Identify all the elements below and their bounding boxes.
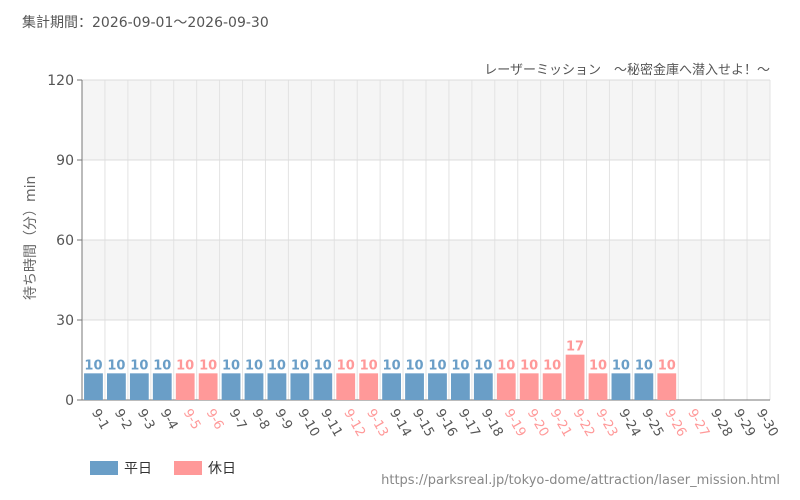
bar <box>565 354 585 400</box>
bar <box>175 373 195 400</box>
data-label: 10 <box>405 358 423 373</box>
source-url[interactable]: https://parksreal.jp/tokyo-dome/attracti… <box>381 473 780 488</box>
legend-label-weekday: 平日 <box>124 461 152 477</box>
x-tick-label: 9-25 <box>638 407 666 440</box>
period-label: 集計期間：2026-09-01～2026-09-30 <box>22 15 269 31</box>
y-tick-label: 60 <box>56 233 74 249</box>
x-tick-label: 9-23 <box>593 407 621 440</box>
x-tick-label: 9-10 <box>294 407 322 440</box>
bar <box>244 373 264 400</box>
x-tick-label: 9-15 <box>409 407 437 440</box>
data-label: 10 <box>314 358 332 373</box>
data-label: 10 <box>543 358 561 373</box>
data-label: 10 <box>245 358 263 373</box>
bar <box>221 373 241 400</box>
x-tick-label: 9-12 <box>340 407 368 440</box>
data-label: 17 <box>566 340 584 355</box>
data-label: 10 <box>474 358 492 373</box>
x-tick-label: 9-20 <box>524 407 552 440</box>
x-tick-label: 9-29 <box>730 407 758 440</box>
bar <box>290 373 310 400</box>
bar <box>313 373 333 400</box>
x-tick-label: 9-7 <box>226 407 250 433</box>
data-label: 10 <box>589 358 607 373</box>
y-tick-label: 30 <box>56 313 74 329</box>
legend-swatch-holiday <box>174 461 202 475</box>
bar <box>519 373 539 400</box>
x-tick-label: 9-18 <box>478 407 506 440</box>
data-label: 10 <box>153 358 171 373</box>
data-label: 10 <box>268 358 286 373</box>
data-label: 10 <box>612 358 630 373</box>
bar <box>473 373 493 400</box>
y-tick-label: 90 <box>56 153 74 169</box>
data-label: 10 <box>428 358 446 373</box>
x-tick-label: 9-19 <box>501 407 529 440</box>
bar <box>588 373 608 400</box>
x-tick-label: 9-14 <box>386 407 414 440</box>
x-tick-label: 9-1 <box>88 407 112 433</box>
x-tick-label: 9-22 <box>570 407 598 440</box>
bar <box>657 373 677 400</box>
chart-title: レーザーミッション ～秘密金庫へ潜入せよ！～ <box>484 63 770 78</box>
legend-swatch-weekday <box>90 461 118 475</box>
bar <box>106 373 126 400</box>
x-tick-label: 9-4 <box>157 407 181 433</box>
bar <box>152 373 172 400</box>
data-label: 10 <box>291 358 309 373</box>
bar <box>428 373 447 400</box>
data-label: 10 <box>658 358 676 373</box>
bar <box>634 373 654 400</box>
bar <box>496 373 516 400</box>
bar <box>405 373 424 400</box>
x-tick-label: 9-30 <box>753 407 781 440</box>
bar <box>198 373 218 400</box>
bar <box>84 373 103 400</box>
bar <box>382 373 402 400</box>
legend-item-weekday[interactable]: 平日 <box>90 458 152 478</box>
x-tick-label: 9-5 <box>180 407 204 433</box>
bar <box>450 373 470 400</box>
data-label: 10 <box>107 358 125 373</box>
bar <box>336 373 356 400</box>
legend-label-holiday: 休日 <box>208 461 236 477</box>
data-label: 10 <box>360 358 378 373</box>
x-tick-label: 9-24 <box>615 407 643 440</box>
data-label: 10 <box>451 358 469 373</box>
bar <box>359 373 379 400</box>
legend-item-holiday[interactable]: 休日 <box>174 458 236 478</box>
x-tick-label: 9-16 <box>432 407 460 440</box>
x-tick-label: 9-11 <box>317 407 345 440</box>
x-tick-label: 9-26 <box>661 407 689 440</box>
data-label: 10 <box>337 358 355 373</box>
data-label: 10 <box>520 358 538 373</box>
data-label: 10 <box>497 358 515 373</box>
x-tick-label: 9-3 <box>134 407 158 433</box>
data-label: 10 <box>222 358 240 373</box>
y-tick-label: 120 <box>47 73 74 89</box>
data-label: 10 <box>383 358 401 373</box>
legend: 平日 休日 <box>90 458 258 478</box>
x-tick-label: 9-9 <box>271 407 295 433</box>
bar <box>267 373 287 400</box>
x-tick-label: 9-2 <box>111 407 135 433</box>
data-label: 10 <box>84 358 102 373</box>
data-label: 10 <box>199 358 217 373</box>
data-label: 10 <box>176 358 194 373</box>
x-tick-label: 9-6 <box>203 407 227 433</box>
x-tick-label: 9-17 <box>455 407 483 440</box>
bar <box>129 373 149 400</box>
bar <box>542 373 562 400</box>
data-label: 10 <box>635 358 653 373</box>
x-tick-label: 9-21 <box>547 407 575 440</box>
x-tick-label: 9-13 <box>363 407 391 440</box>
bar <box>611 373 631 400</box>
x-tick-label: 9-8 <box>249 407 273 433</box>
x-tick-label: 9-28 <box>707 407 735 440</box>
y-tick-label: 0 <box>65 393 74 409</box>
data-label: 10 <box>130 358 148 373</box>
x-tick-label: 9-27 <box>684 407 712 440</box>
